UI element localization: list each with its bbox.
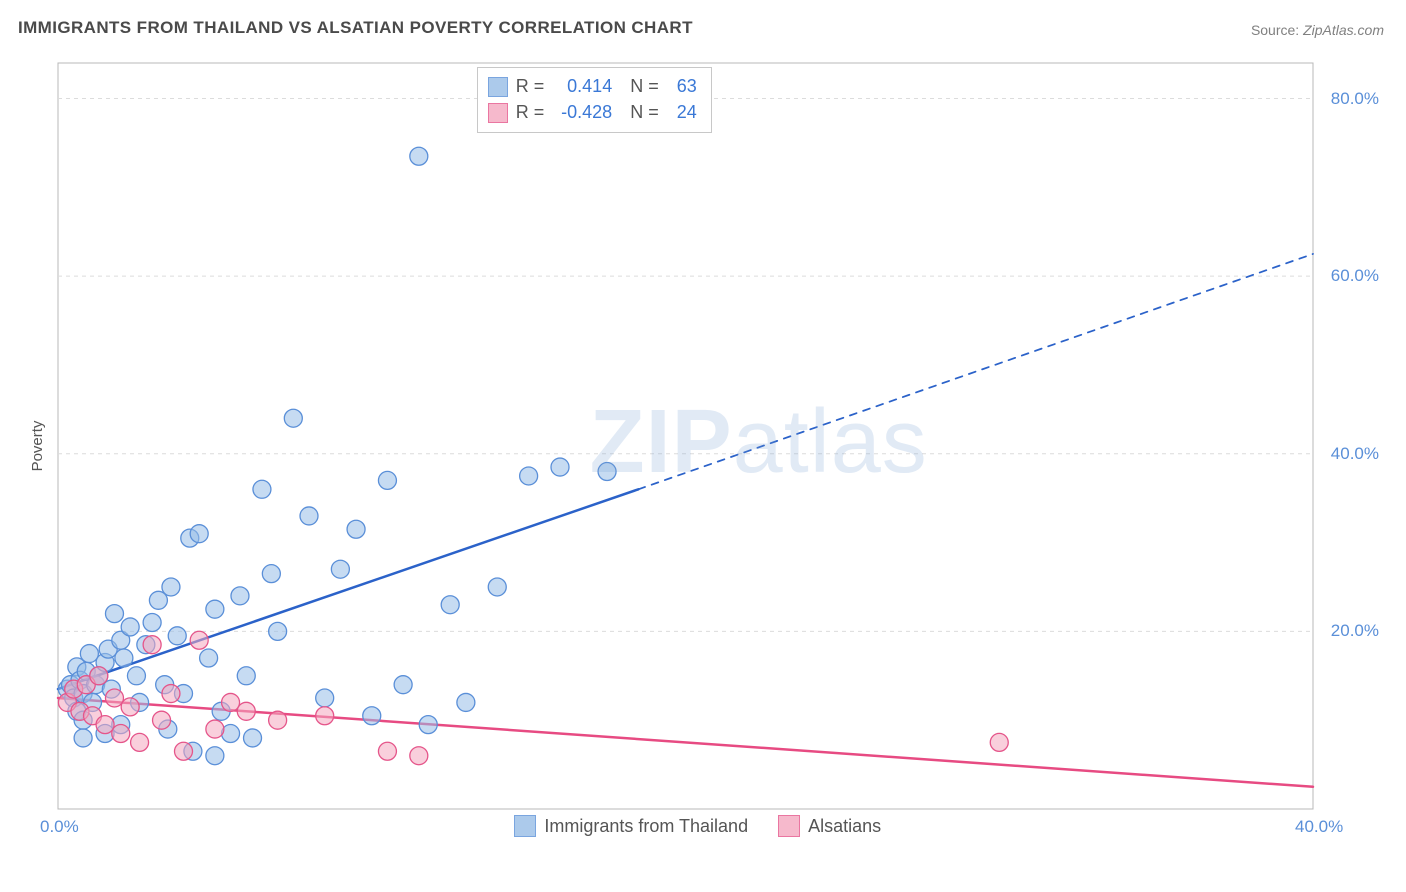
legend-label: Alsatians <box>808 816 881 837</box>
stats-legend-box: R = 0.414 N = 63 R = -0.428 N = 24 <box>477 67 712 133</box>
stats-n-value: 24 <box>667 102 697 123</box>
y-tick-label: 40.0% <box>1331 444 1379 464</box>
stats-n-label: N = <box>630 76 659 97</box>
y-tick-label: 60.0% <box>1331 266 1379 286</box>
stats-row-alsatians: R = -0.428 N = 24 <box>488 100 697 126</box>
stats-row-thailand: R = 0.414 N = 63 <box>488 74 697 100</box>
chart-title: IMMIGRANTS FROM THAILAND VS ALSATIAN POV… <box>18 18 693 38</box>
y-tick-label: 80.0% <box>1331 89 1379 109</box>
source-value: ZipAtlas.com <box>1303 22 1384 38</box>
stats-r-label: R = <box>516 76 545 97</box>
x-tick-label: 0.0% <box>40 817 79 837</box>
y-tick-label: 20.0% <box>1331 621 1379 641</box>
source-attribution: Source: ZipAtlas.com <box>1251 22 1384 38</box>
series-legend: Immigrants from Thailand Alsatians <box>514 815 881 837</box>
stats-r-value: -0.428 <box>552 102 612 123</box>
plot-svg <box>50 55 1385 845</box>
legend-item-thailand: Immigrants from Thailand <box>514 815 748 837</box>
stats-n-value: 63 <box>667 76 697 97</box>
legend-swatch-icon <box>778 815 800 837</box>
legend-label: Immigrants from Thailand <box>544 816 748 837</box>
y-axis-title: Poverty <box>29 421 46 472</box>
stats-swatch-icon <box>488 103 508 123</box>
stats-n-label: N = <box>630 102 659 123</box>
scatter-plot: ZIPatlas R =0.414N =63R =-0.428N =24 Imm… <box>50 55 1385 845</box>
legend-swatch-icon <box>514 815 536 837</box>
legend-item-alsatians: Alsatians <box>778 815 881 837</box>
stats-swatch-icon <box>488 77 508 97</box>
stats-r-label: R = <box>516 102 545 123</box>
stats-r-value: 0.414 <box>552 76 612 97</box>
x-tick-label: 40.0% <box>1295 817 1343 837</box>
source-label: Source: <box>1251 22 1299 38</box>
